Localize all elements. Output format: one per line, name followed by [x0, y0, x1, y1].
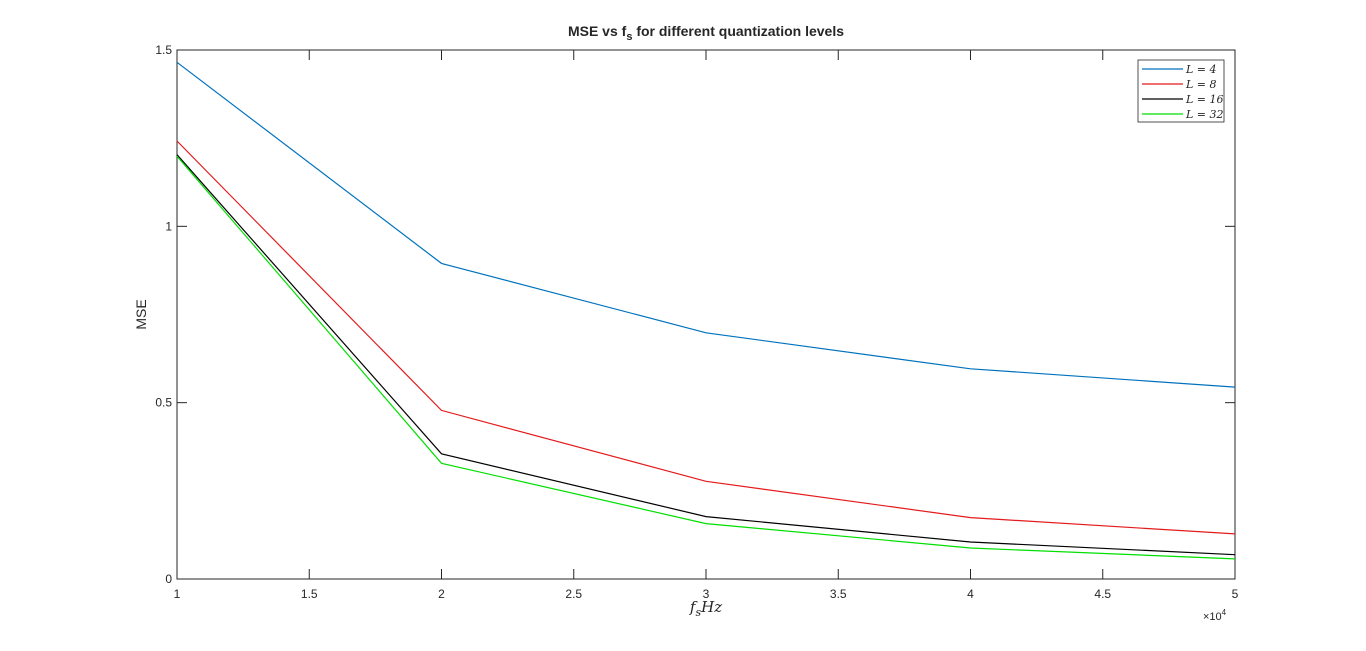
y-tick-label: 1.5 — [155, 43, 172, 57]
legend-items: L = 4 L = 8 L = 16 L = 32 — [1142, 63, 1224, 121]
legend-label-3: L = 16 — [1185, 93, 1224, 106]
series-line-1 — [176, 61, 1236, 388]
x-label-subscript: s — [695, 606, 701, 619]
y-axis-label: MSE — [133, 299, 149, 329]
y-tick-label: 1 — [165, 219, 172, 233]
legend-label-1: L = 4 — [1185, 63, 1217, 76]
legend-label-4: L = 32 — [1185, 108, 1224, 121]
series-line-4 — [176, 155, 1236, 560]
y-tick-label: 0 — [165, 572, 172, 586]
series-line-3 — [176, 154, 1236, 556]
x-tick-label: 4.5 — [1094, 587, 1111, 601]
title-subscript: s — [626, 31, 632, 43]
axes-box — [176, 49, 1236, 580]
tick-layer: 1 1.5 2 2.5 3 3.5 4 4.5 5 0 0.5 1 1.5 — [155, 43, 1238, 601]
plot-area: 1 1.5 2 2.5 3 3.5 4 4.5 5 0 0.5 1 1.5 — [155, 43, 1238, 601]
x-tick-label: 3.5 — [830, 587, 847, 601]
x-tick-label: 1 — [174, 587, 181, 601]
legend: L = 4 L = 8 L = 16 L = 32 — [1137, 59, 1225, 123]
x-tick-label: 1.5 — [301, 587, 318, 601]
chart-title: MSE vs fs for different quantization lev… — [568, 23, 844, 43]
legend-label-2: L = 8 — [1185, 78, 1217, 91]
legend-box — [1137, 59, 1225, 123]
x-tick-label: 3 — [703, 587, 710, 601]
series-line-2 — [176, 140, 1236, 535]
series-layer — [176, 61, 1236, 560]
x-exponent-label: ×104 — [1203, 608, 1227, 623]
x-axis-label: fsHz — [689, 598, 722, 619]
y-tick-label: 0.5 — [155, 396, 172, 410]
x-tick-label: 5 — [1232, 587, 1239, 601]
x-tick-label: 2 — [438, 587, 445, 601]
x-tick-label: 4 — [967, 587, 974, 601]
x-tick-label: 2.5 — [565, 587, 582, 601]
